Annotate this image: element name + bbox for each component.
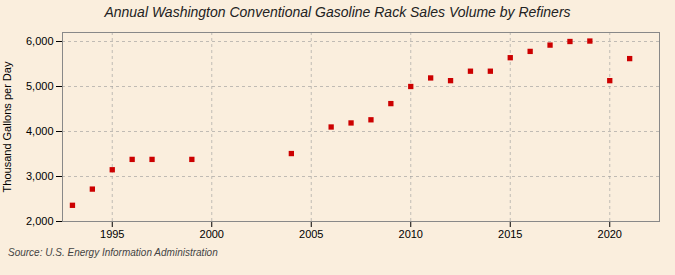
svg-text:2010: 2010: [399, 228, 423, 240]
svg-text:2020: 2020: [598, 228, 622, 240]
svg-text:2015: 2015: [498, 228, 522, 240]
svg-text:5,000: 5,000: [26, 80, 54, 92]
svg-text:Thousand Gallons per Day: Thousand Gallons per Day: [1, 61, 13, 192]
svg-text:4,000: 4,000: [26, 125, 54, 137]
html-text:Source: U.S. Energy Informatio: Source: U.S. Energy Information Administ…: [8, 247, 218, 258]
svg-text:1995: 1995: [100, 228, 124, 240]
svg-text:2005: 2005: [299, 228, 323, 240]
svg-text:2,000: 2,000: [26, 215, 54, 227]
html-text:Annual Washington Conventional: Annual Washington Conventional Gasoline …: [104, 4, 571, 20]
svg-text:2000: 2000: [200, 228, 224, 240]
svg-text:3,000: 3,000: [26, 170, 54, 182]
svg-text:6,000: 6,000: [26, 35, 54, 47]
